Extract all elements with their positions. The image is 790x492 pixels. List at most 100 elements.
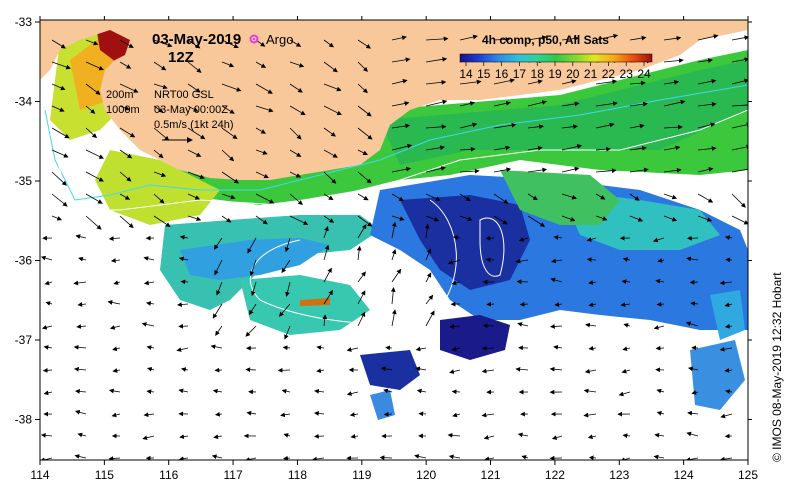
current-vector xyxy=(595,33,619,41)
current-vector xyxy=(425,56,448,63)
current-vector xyxy=(493,122,517,129)
current-vector xyxy=(518,237,529,242)
current-vector xyxy=(551,258,563,264)
current-vector xyxy=(179,235,189,240)
current-vector xyxy=(85,39,99,46)
current-vectors xyxy=(40,33,748,460)
current-vector xyxy=(323,226,329,239)
current-vector xyxy=(697,58,713,63)
current-vector xyxy=(40,255,53,261)
current-vector xyxy=(187,171,205,180)
current-vector xyxy=(221,61,235,68)
current-vector xyxy=(688,366,699,372)
current-vector xyxy=(85,127,97,139)
current-vector xyxy=(146,389,155,395)
current-vector xyxy=(725,257,733,263)
current-vector xyxy=(516,279,529,285)
current-vector xyxy=(719,280,733,286)
current-vector xyxy=(447,432,461,438)
current-vector xyxy=(685,321,699,327)
current-vector xyxy=(283,433,291,438)
current-vector xyxy=(255,149,268,155)
current-vector xyxy=(425,310,435,327)
current-vector xyxy=(216,281,223,296)
current-vector xyxy=(323,39,334,48)
current-vector xyxy=(425,79,447,85)
current-vector xyxy=(316,345,325,350)
current-vector xyxy=(697,101,717,107)
current-vector xyxy=(153,171,167,178)
current-vector xyxy=(51,127,70,139)
y-tick-label: -35 xyxy=(15,174,33,188)
current-vector xyxy=(323,289,334,305)
current-vector xyxy=(255,61,267,68)
current-vector xyxy=(652,237,665,243)
current-vector xyxy=(585,322,597,328)
current-vector xyxy=(731,193,746,208)
current-vector xyxy=(697,146,717,151)
current-vector xyxy=(281,388,291,394)
current-vector xyxy=(357,311,366,327)
x-tick-label: 123 xyxy=(609,468,629,482)
current-vector xyxy=(521,455,529,460)
current-vector xyxy=(108,388,121,394)
current-vector xyxy=(141,322,155,327)
current-vector xyxy=(391,123,411,129)
current-vector xyxy=(51,105,65,112)
current-vector xyxy=(113,280,121,285)
current-vector xyxy=(147,367,155,372)
current-vector xyxy=(187,215,202,222)
colorbar-ramp xyxy=(459,53,653,63)
current-vector xyxy=(481,345,495,351)
current-vector xyxy=(622,433,631,439)
current-vector xyxy=(459,122,478,129)
current-vector xyxy=(357,171,372,184)
current-vector xyxy=(215,325,223,336)
current-vector xyxy=(178,323,189,329)
current-vector xyxy=(588,455,597,460)
current-vector xyxy=(350,434,359,439)
current-vector xyxy=(493,145,511,151)
current-vector xyxy=(549,366,563,372)
current-vector xyxy=(380,366,393,372)
current-vector xyxy=(187,127,206,140)
x-tick-label: 121 xyxy=(481,468,501,482)
current-vector xyxy=(110,258,121,263)
current-vector xyxy=(415,366,427,372)
current-vector xyxy=(176,347,189,352)
current-vector xyxy=(41,325,53,330)
current-vector xyxy=(621,279,631,285)
x-tick-label: 119 xyxy=(352,468,371,482)
current-vector xyxy=(187,61,202,73)
current-vector xyxy=(75,409,87,415)
current-vector xyxy=(187,83,201,93)
current-vector xyxy=(221,215,232,223)
current-vector xyxy=(323,127,336,137)
current-vector xyxy=(493,78,515,85)
current-vector xyxy=(187,39,201,49)
current-vector xyxy=(391,57,411,63)
current-vector xyxy=(245,367,257,373)
current-vector xyxy=(283,455,291,460)
current-vector xyxy=(314,433,325,439)
current-vector xyxy=(554,302,563,307)
current-vector xyxy=(561,36,579,41)
current-vector xyxy=(481,368,495,374)
current-vector xyxy=(653,454,665,460)
current-vector xyxy=(280,412,291,418)
current-vector xyxy=(247,237,257,254)
current-vector xyxy=(383,388,393,394)
y-tick-label: -38 xyxy=(15,413,33,427)
current-vector xyxy=(85,193,103,204)
current-vector xyxy=(357,215,373,227)
current-vector xyxy=(284,237,291,253)
current-vector xyxy=(356,245,362,261)
current-vector xyxy=(78,256,87,262)
current-vector xyxy=(447,259,461,265)
depth-200-label: 200m xyxy=(106,89,134,101)
current-vector xyxy=(85,215,102,230)
current-vector xyxy=(391,78,408,85)
current-vector xyxy=(119,105,131,111)
current-vector xyxy=(212,303,223,319)
x-tick-label: 115 xyxy=(95,468,114,482)
